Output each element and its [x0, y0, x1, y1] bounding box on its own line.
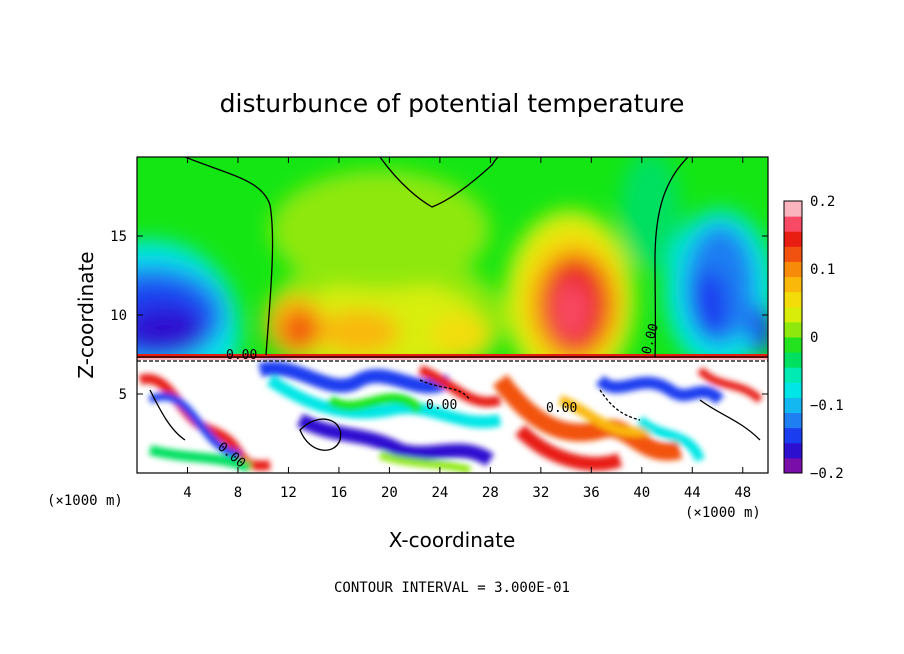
- x-tick-label: 36: [583, 485, 600, 501]
- y-axis-title: Z-coordinate: [74, 251, 98, 378]
- colorbar-tick-label: 0.1: [810, 262, 835, 278]
- x-tick-label: 4: [183, 485, 191, 501]
- x-tick-label: 44: [684, 485, 701, 501]
- x-tick-label: 8: [234, 485, 242, 501]
- x-tick-label: 12: [280, 485, 297, 501]
- colorbar-tick-label: 0.2: [810, 194, 835, 210]
- y-tick-label: 5: [119, 387, 127, 403]
- x-axis-title: X-coordinate: [389, 528, 516, 552]
- x-tick-label: 28: [482, 485, 499, 501]
- colorbar-swatch: [784, 337, 802, 353]
- x-tick-label: 48: [734, 485, 751, 501]
- contour-label: 0.00: [426, 398, 457, 413]
- colorbar-swatch: [784, 367, 802, 383]
- x-tick-label: 16: [330, 485, 347, 501]
- x-unit-label-left: (×1000 m): [47, 493, 123, 509]
- colorbar-swatch: [784, 246, 802, 262]
- colorbar-swatch: [784, 231, 802, 247]
- x-tick-label: 32: [532, 485, 549, 501]
- colorbar-swatch: [784, 382, 802, 398]
- colorbar-tick-label: 0: [810, 330, 818, 346]
- x-tick-label: 40: [633, 485, 650, 501]
- colorbar-tick-label: −0.2: [810, 466, 844, 482]
- contour-label: 0.00: [226, 348, 257, 363]
- colorbar-swatch: [784, 306, 802, 323]
- colorbar-swatch: [784, 261, 802, 278]
- x-axis: 4 8 12 16 20 24 28 32 36 40 44 48: [183, 157, 751, 501]
- colorbar-swatch: [784, 442, 802, 459]
- y-tick-label: 15: [110, 229, 127, 245]
- y-axis: 5 10 15: [110, 229, 768, 403]
- colorbar-swatch: [784, 352, 802, 368]
- x-tick-label: 20: [381, 485, 398, 501]
- colorbar-tick-label: −0.1: [810, 398, 844, 414]
- contour-interval-note: CONTOUR INTERVAL = 3.000E-01: [334, 580, 570, 596]
- plot-area: [137, 157, 768, 473]
- colorbar-swatch: [784, 321, 802, 338]
- colorbar-swatch: [784, 276, 802, 293]
- y-tick-label: 10: [110, 308, 127, 324]
- chart-title: disturbunce of potential temperature: [220, 89, 685, 118]
- x-tick-label: 24: [431, 485, 448, 501]
- colorbar-frame: [783, 200, 803, 474]
- colorbar-swatch: [784, 216, 802, 232]
- contour-label: 0.00: [546, 401, 577, 416]
- lower-field: [138, 361, 763, 473]
- colorbar-swatch: [784, 397, 802, 414]
- colorbar-swatch: [784, 457, 802, 474]
- contour-lines: [137, 157, 768, 451]
- x-unit-label-right: (×1000 m): [685, 505, 761, 521]
- colorbar: 0.2 0.1 0 −0.1 −0.2: [783, 194, 844, 482]
- colorbar-swatch: [784, 201, 802, 217]
- colorbar-swatch: [784, 412, 802, 429]
- colorbar-swatch: [784, 427, 802, 444]
- colorbar-swatch: [784, 291, 802, 308]
